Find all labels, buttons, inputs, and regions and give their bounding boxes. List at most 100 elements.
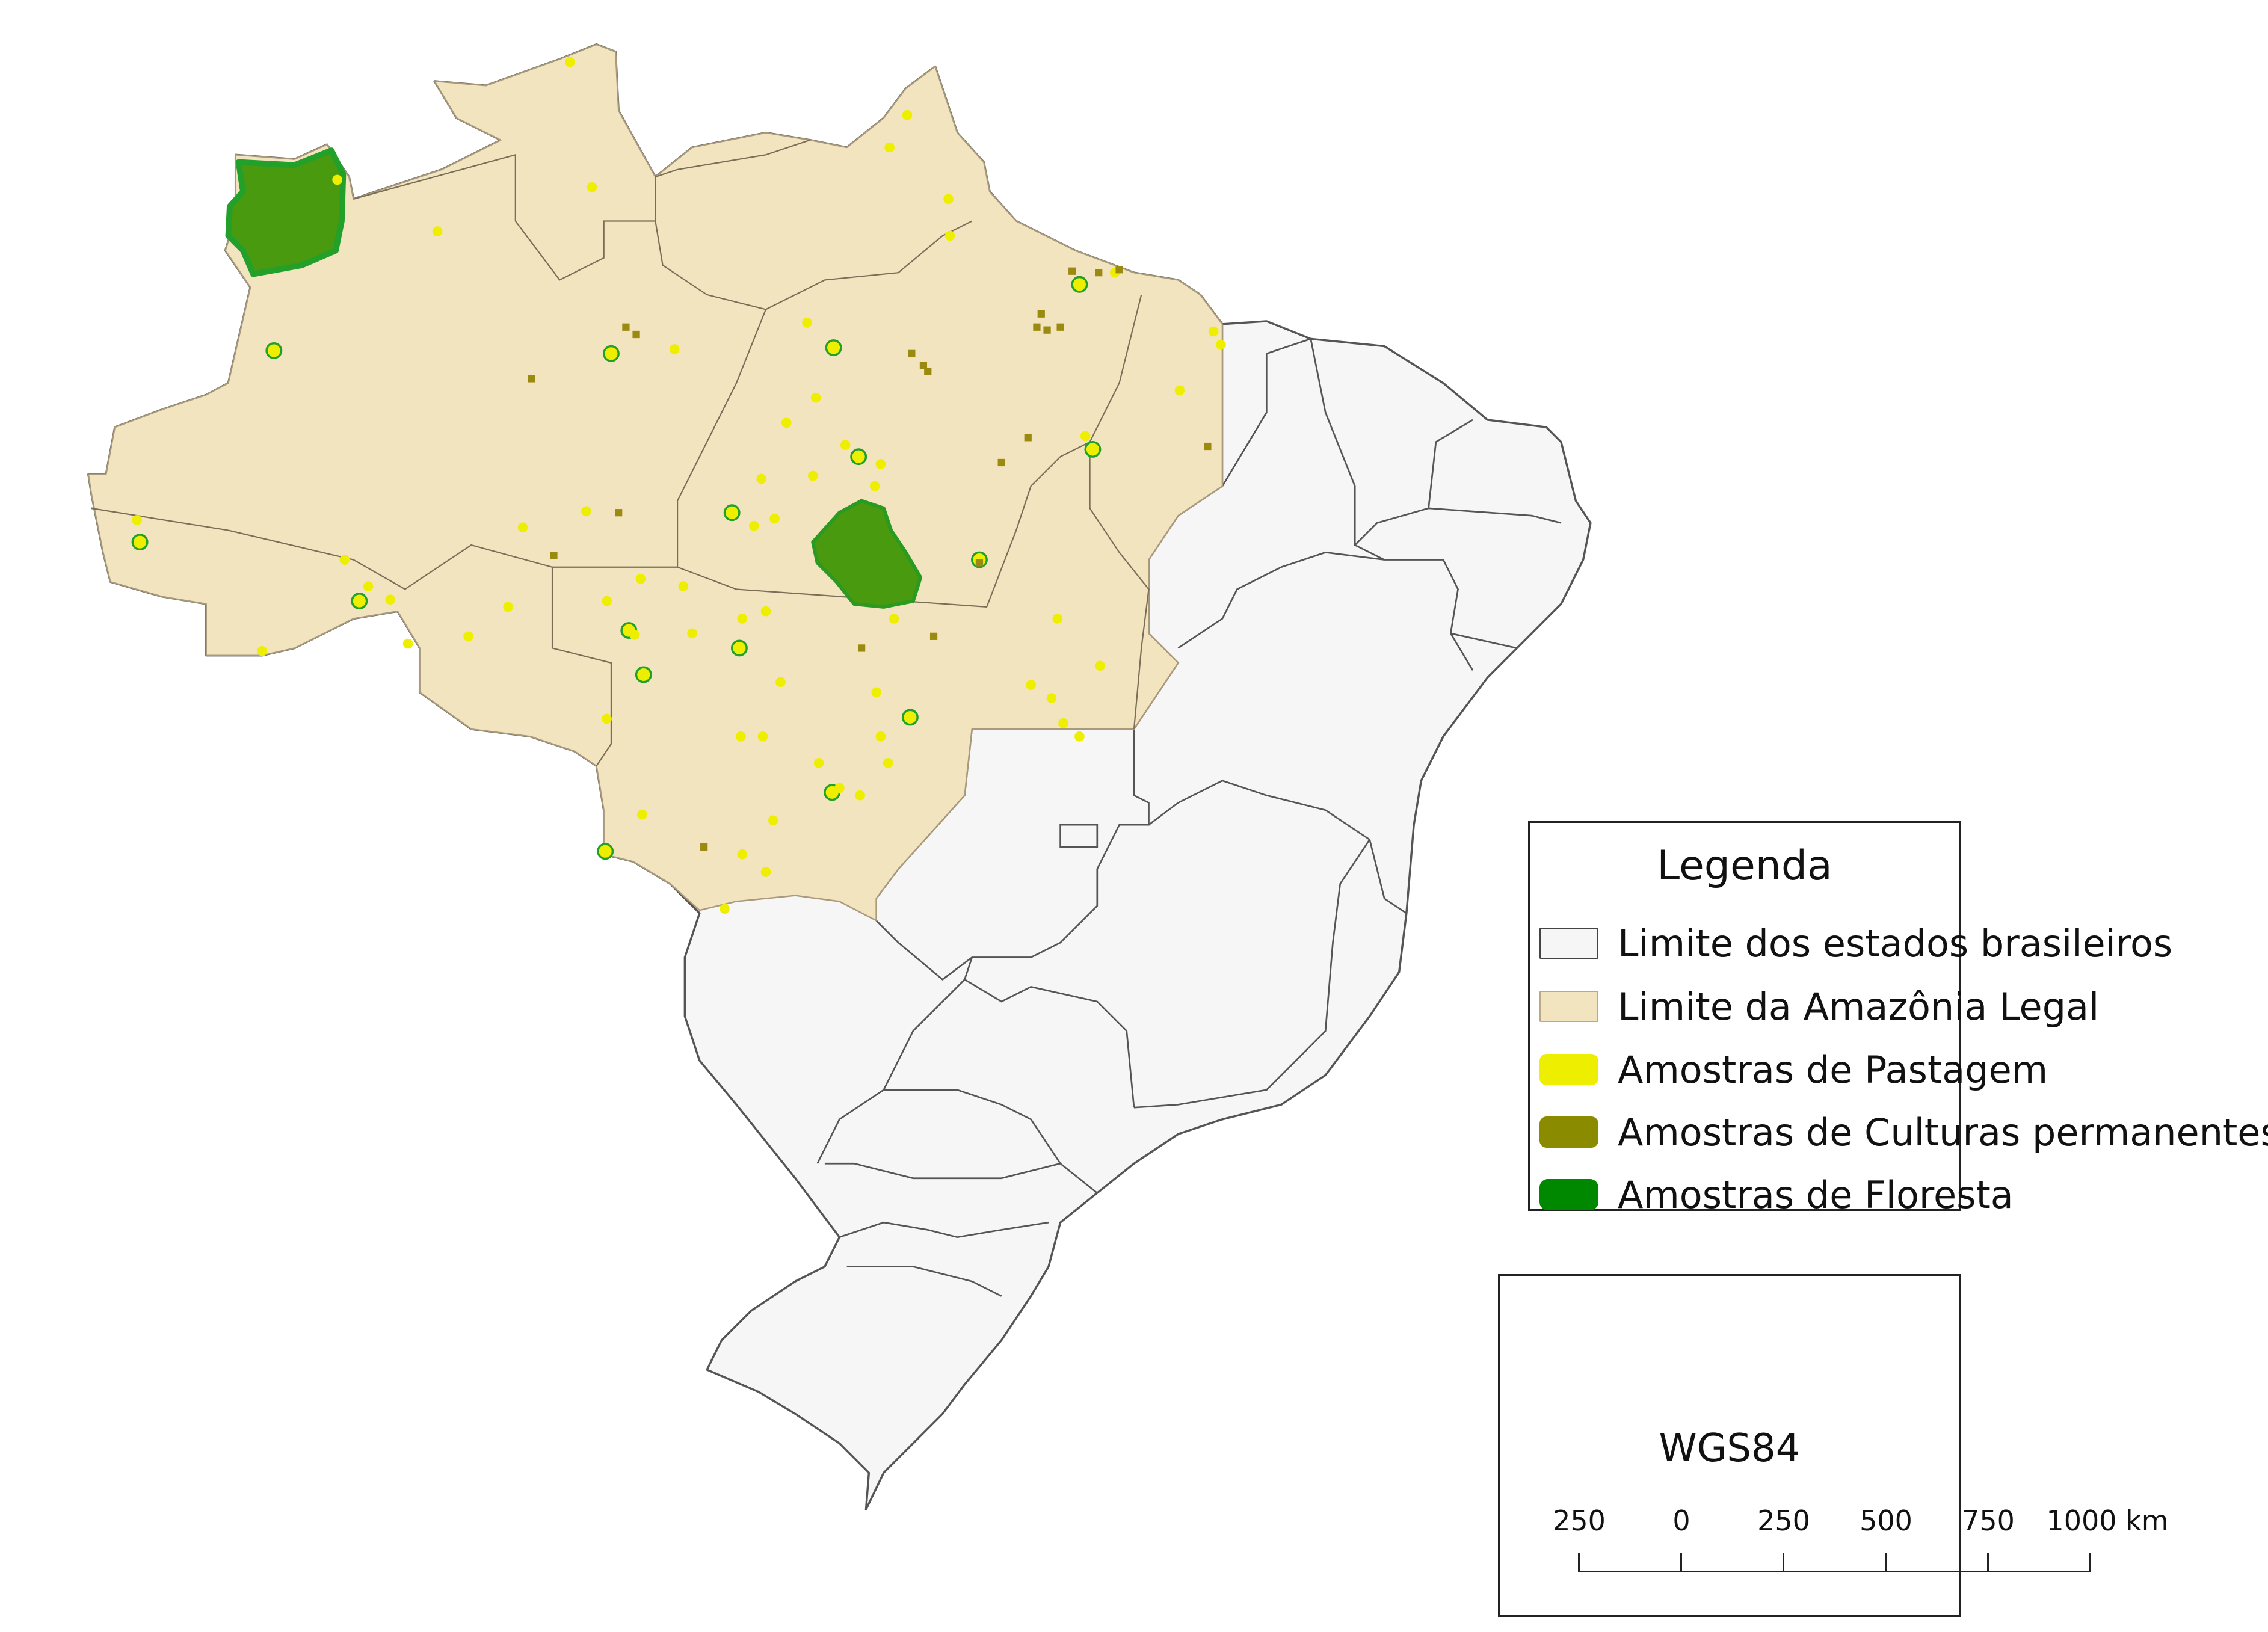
pastagem-sample-marker — [602, 345, 620, 362]
pastagem-sample-marker — [760, 606, 771, 617]
culturas-sample-marker — [908, 349, 916, 357]
pastagem-sample-marker — [723, 504, 741, 522]
legend-swatch-pastagem — [1539, 1054, 1598, 1085]
scale-tick — [1578, 1553, 1580, 1572]
pastagem-sample-marker — [339, 555, 350, 565]
pastagem-sample-marker — [825, 339, 842, 356]
pastagem-sample-marker — [775, 677, 786, 688]
pastagem-sample-marker — [363, 581, 374, 591]
pastagem-sample-marker — [503, 602, 513, 612]
pastagem-sample-marker — [850, 448, 867, 466]
amazonia-internal-boundaries — [91, 139, 1150, 766]
pastagem-sample-marker — [869, 481, 880, 491]
floresta-sample-central — [811, 499, 923, 609]
legend-swatch-floresta — [1539, 1179, 1598, 1210]
pastagem-sample-marker — [769, 513, 780, 524]
pastagem-sample-marker — [749, 520, 759, 531]
pastagem-sample-marker — [737, 614, 748, 624]
pastagem-sample-marker — [760, 867, 771, 877]
pastagem-sample-marker — [834, 783, 845, 793]
culturas-sample-marker — [997, 458, 1005, 467]
pastagem-sample-marker — [635, 666, 652, 683]
culturas-sample-marker — [857, 644, 866, 652]
pastagem-sample-marker — [1216, 339, 1226, 350]
culturas-sample-marker — [1115, 266, 1123, 274]
pastagem-sample-marker — [463, 631, 473, 642]
scale-label-1: 0 — [1672, 1504, 1690, 1537]
pastagem-sample-marker — [629, 630, 640, 640]
pastagem-sample-marker — [687, 628, 697, 639]
legend-label-floresta: Amostras de Floresta — [1618, 1173, 2014, 1217]
sample-points — [131, 57, 1226, 914]
pastagem-sample-marker — [517, 522, 528, 533]
pastagem-sample-marker — [768, 815, 778, 826]
pastagem-sample-marker — [1071, 276, 1088, 293]
pastagem-sample-marker — [1095, 660, 1106, 671]
pastagem-sample-marker — [757, 731, 768, 742]
culturas-sample-marker — [615, 509, 623, 517]
pastagem-sample-marker — [1074, 731, 1085, 742]
pastagem-sample-marker — [1052, 614, 1063, 624]
pastagem-sample-marker — [1174, 385, 1185, 396]
legend: Legenda Limite dos estados brasileiros L… — [1528, 821, 2268, 1217]
culturas-sample-marker — [1056, 323, 1064, 331]
pastagem-sample-marker — [669, 344, 680, 354]
pastagem-sample-marker — [855, 790, 865, 801]
pastagem-sample-marker — [1208, 326, 1219, 337]
culturas-sample-marker — [1033, 323, 1041, 331]
pastagem-sample-marker — [737, 849, 748, 860]
pastagem-sample-marker — [1026, 680, 1036, 690]
pastagem-sample-marker — [889, 614, 899, 624]
legend-item-amazonia: Limite da Amazônia Legal — [1539, 982, 2099, 1036]
legend-item-estados: Limite dos estados brasileiros — [1539, 919, 2172, 973]
pastagem-sample-marker — [813, 758, 824, 768]
pastagem-sample-marker — [802, 318, 812, 328]
culturas-sample-marker — [924, 368, 932, 375]
culturas-sample-marker — [700, 843, 708, 851]
pastagem-sample-marker — [402, 638, 413, 649]
pastagem-sample-marker — [1080, 431, 1091, 442]
culturas-sample-marker — [622, 323, 630, 331]
culturas-sample-marker — [528, 375, 535, 383]
legend-swatch-culturas — [1539, 1116, 1598, 1148]
floresta-sample-northwest — [225, 147, 347, 277]
scale-label-2: 250 — [1757, 1504, 1810, 1537]
pastagem-sample-marker — [597, 843, 614, 860]
pastagem-sample-marker — [351, 593, 368, 610]
scale-tick — [1680, 1553, 1682, 1572]
pastagem-sample-marker — [871, 687, 881, 698]
pastagem-sample-marker — [840, 440, 851, 450]
pastagem-sample-marker — [1058, 718, 1068, 728]
scale-label-4: 750 — [1962, 1504, 2015, 1537]
legend-item-culturas: Amostras de Culturas permanentes — [1539, 1108, 2268, 1162]
pastagem-sample-marker — [730, 639, 748, 657]
pastagem-sample-marker — [902, 109, 913, 120]
pastagem-sample-marker — [385, 594, 396, 605]
scale-tick — [1987, 1553, 1989, 1572]
pastagem-sample-marker — [132, 515, 142, 525]
culturas-sample-marker — [1204, 442, 1212, 451]
pastagem-sample-marker — [875, 459, 886, 469]
scale-panel: WGS84 250 0 250 500 750 1000 km — [1498, 1274, 2169, 1617]
pastagem-sample-marker — [332, 174, 342, 185]
pastagem-sample-marker — [883, 758, 893, 768]
pastagem-sample-marker — [602, 596, 612, 606]
pastagem-sample-marker — [756, 473, 766, 484]
pastagem-sample-marker — [637, 809, 647, 820]
culturas-sample-marker — [1043, 326, 1051, 334]
crs-label: WGS84 — [1659, 1426, 1801, 1471]
pastagem-sample-marker — [678, 581, 689, 591]
pastagem-sample-marker — [810, 392, 821, 403]
culturas-sample-marker — [919, 362, 928, 369]
legend-swatch-estados — [1539, 928, 1598, 959]
scale-bar-line — [1578, 1571, 2091, 1572]
scale-label-0: 250 — [1553, 1504, 1606, 1537]
legend-label-culturas: Amostras de Culturas permanentes — [1618, 1110, 2268, 1154]
culturas-sample-marker — [632, 330, 640, 339]
pastagem-sample-marker — [875, 731, 886, 742]
culturas-sample-marker — [1095, 269, 1103, 277]
culturas-sample-marker — [975, 559, 984, 567]
scale-label-3: 500 — [1860, 1504, 1912, 1537]
legend-swatch-amazonia — [1539, 991, 1598, 1022]
